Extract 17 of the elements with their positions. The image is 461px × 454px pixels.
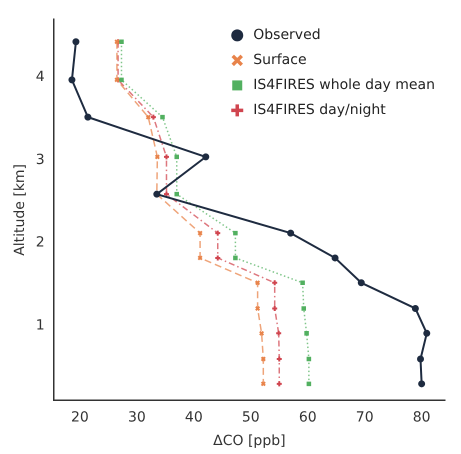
legend-label: Observed bbox=[253, 27, 321, 44]
x-tick-label: 30 bbox=[128, 409, 146, 426]
x-tick-label: 40 bbox=[184, 409, 203, 426]
x-axis-title: ΔCO [ppb] bbox=[213, 433, 286, 450]
x-tick-label: 60 bbox=[298, 409, 317, 426]
x-tick-label: 70 bbox=[356, 409, 374, 426]
legend-label: Surface bbox=[253, 52, 307, 68]
y-tick-label: 1 bbox=[36, 317, 45, 334]
y-tick-label: 4 bbox=[36, 69, 45, 86]
y-axis-title: Altitude [km] bbox=[12, 164, 28, 256]
legend-label: IS4FIRES whole day mean bbox=[253, 77, 436, 94]
x-tick-label: 80 bbox=[412, 409, 431, 426]
x-tick-label: 20 bbox=[70, 409, 89, 426]
y-tick-label: 2 bbox=[36, 234, 45, 251]
legend-label: IS4FIRES day/night bbox=[253, 102, 386, 118]
x-tick-label: 50 bbox=[242, 409, 260, 426]
y-tick-label: 3 bbox=[36, 152, 45, 168]
